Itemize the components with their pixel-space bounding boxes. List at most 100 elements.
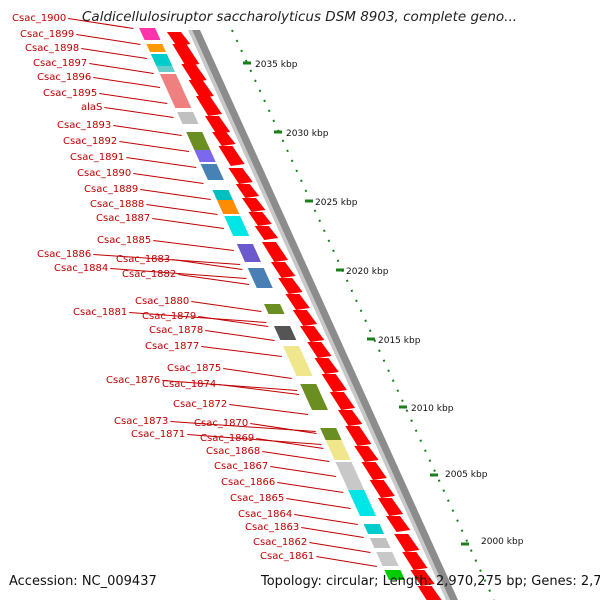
- gene-arrow: [254, 226, 279, 240]
- gene-label: Csac_1891: [70, 152, 124, 163]
- leader-line: [89, 63, 154, 74]
- gene-arrow: [212, 132, 236, 146]
- gene-arrow: [261, 242, 289, 262]
- gene-block: [212, 190, 233, 200]
- gene-arrow: [307, 342, 332, 358]
- leader-line: [129, 312, 267, 323]
- gene-label: Csac_1887: [96, 213, 150, 224]
- gene-block: [247, 268, 273, 288]
- gene-label: Csac_1881: [73, 307, 127, 318]
- gene-arrow: [369, 480, 395, 498]
- gene-block: [150, 54, 173, 66]
- gene-label: Csac_1875: [167, 363, 221, 374]
- leader-line: [223, 368, 292, 379]
- gene-block: [216, 200, 240, 214]
- gene-label: Csac_1888: [90, 199, 144, 210]
- gene-arrow: [385, 516, 411, 532]
- gene-block: [325, 440, 351, 460]
- gene-arrow: [235, 184, 260, 198]
- accession-text: Accession: NC_009437: [9, 574, 157, 589]
- gene-label: Csac_1877: [145, 341, 199, 352]
- tick-label: 2005 kbp: [445, 470, 488, 480]
- leader-line: [172, 259, 243, 270]
- gene-label: Csac_1900: [12, 13, 66, 24]
- gene-label: Csac_1879: [142, 311, 196, 322]
- gene-block: [236, 244, 262, 262]
- gene-arrow: [188, 80, 214, 98]
- gene-arrow: [172, 44, 200, 66]
- leader-line: [104, 107, 174, 118]
- gene-labels: Csac_1900 Csac_1899 Csac_1898 Csac_1897 …: [12, 13, 314, 562]
- leader-line: [76, 34, 141, 45]
- gene-arrow: [394, 534, 420, 552]
- gene-arrow: [195, 96, 223, 116]
- leader-line: [201, 346, 282, 357]
- leader-line: [140, 189, 211, 200]
- leader-line: [93, 77, 161, 88]
- genome-summary: Topology: circular; Length: 2,970,275 bp…: [261, 574, 600, 589]
- leader-line: [250, 423, 317, 434]
- gene-label: Csac_1868: [206, 446, 260, 457]
- leader-line: [178, 274, 250, 285]
- gene-block: [224, 216, 250, 236]
- gene-label: Csac_1871: [131, 429, 185, 440]
- gene-block: [376, 552, 399, 566]
- gene-block: [156, 66, 176, 72]
- leader-line: [146, 204, 218, 215]
- gene-label: Csac_1889: [84, 184, 138, 195]
- gene-label: Csac_1892: [63, 136, 117, 147]
- gene-label: Csac_1864: [238, 509, 292, 520]
- gene-arrow: [181, 64, 207, 82]
- leader-line: [262, 451, 330, 462]
- leader-line: [113, 125, 182, 136]
- gene-arrow: [354, 446, 379, 462]
- gene-arrow: [338, 410, 363, 426]
- gene-label: alaS: [81, 102, 102, 113]
- gene-label: Csac_1861: [260, 551, 314, 562]
- gene-block: [384, 570, 405, 580]
- gene-label-leaders: [68, 18, 377, 567]
- gene-block: [159, 74, 192, 108]
- gene-label: Csac_1884: [54, 263, 108, 274]
- leader-line: [301, 527, 364, 538]
- leader-line: [99, 93, 168, 104]
- leader-line: [294, 514, 358, 525]
- tick-label: 2010 kbp: [411, 404, 454, 414]
- leader-line: [187, 434, 322, 445]
- leader-line: [270, 466, 337, 477]
- gene-arrow: [228, 168, 253, 184]
- gene-label: Csac_1878: [149, 325, 203, 336]
- gene-label: Csac_1898: [25, 43, 79, 54]
- leader-line: [93, 254, 241, 265]
- gene-label: Csac_1885: [97, 235, 151, 246]
- gene-label: Csac_1862: [253, 537, 307, 548]
- gene-block: [264, 304, 285, 314]
- gene-arrow: [314, 358, 339, 374]
- leader-line: [198, 316, 269, 327]
- leader-line: [68, 18, 134, 29]
- gene-arrow: [248, 212, 272, 226]
- leader-line: [81, 48, 147, 59]
- leader-line: [153, 240, 234, 251]
- gene-arrow: [292, 310, 318, 326]
- gene-arrow: [278, 278, 303, 294]
- gene-label: Csac_1863: [245, 522, 299, 533]
- genome-backbone: [192, 30, 458, 600]
- gene-block: [273, 326, 297, 340]
- gene-block: [186, 132, 211, 150]
- leader-line: [218, 384, 300, 395]
- gene-arrow: [299, 326, 325, 342]
- gene-label: Csac_1886: [37, 249, 91, 260]
- tick-label: 2015 kbp: [378, 336, 421, 346]
- gene-block: [300, 384, 328, 410]
- leader-line: [126, 157, 197, 168]
- leader-line: [191, 301, 262, 312]
- leader-line: [316, 556, 377, 567]
- gene-block: [194, 150, 216, 162]
- gene-label: Csac_1873: [114, 416, 168, 427]
- gene-block: [146, 44, 166, 52]
- gene-label: Csac_1865: [230, 493, 284, 504]
- gene-arrow: [361, 462, 387, 480]
- gene-label: Csac_1895: [43, 88, 97, 99]
- leader-line: [205, 330, 275, 341]
